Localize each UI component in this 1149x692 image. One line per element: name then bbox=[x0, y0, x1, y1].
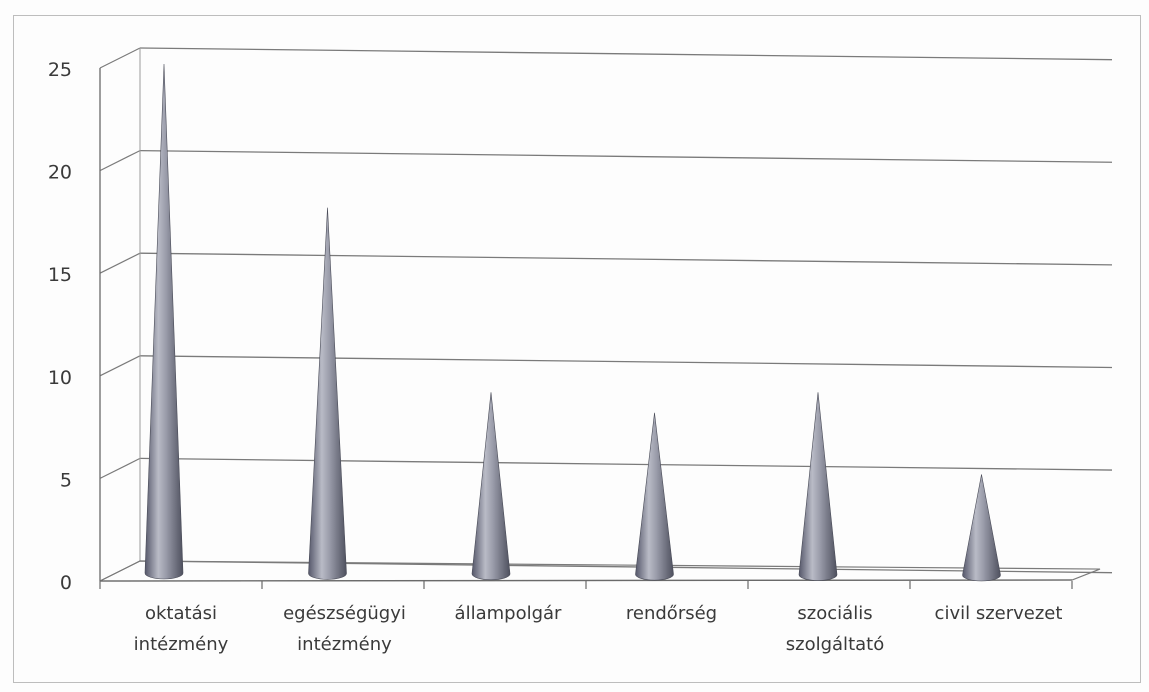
x-category-label: rendőrség bbox=[626, 603, 717, 624]
cone-body bbox=[308, 207, 347, 580]
cone-body bbox=[144, 63, 184, 580]
x-category-label: állampolgár bbox=[455, 603, 562, 624]
y-tick-label: 15 bbox=[48, 264, 72, 286]
cones bbox=[144, 63, 1001, 582]
y-tick-label: 25 bbox=[48, 59, 72, 81]
y-tick-label: 10 bbox=[48, 367, 72, 389]
x-category-label: egészségügyi intézmény bbox=[283, 603, 406, 655]
cone-bar bbox=[144, 63, 184, 580]
y-tick-labels: 0 5 10 15 20 25 bbox=[48, 59, 72, 594]
gridline bbox=[139, 252, 1113, 266]
gridlines bbox=[99, 47, 1113, 582]
x-axis bbox=[99, 579, 1073, 582]
y-tick-label: 5 bbox=[60, 469, 72, 491]
cone-body bbox=[635, 412, 674, 581]
gridline-side bbox=[99, 47, 141, 69]
axes bbox=[99, 48, 1101, 589]
gridline-side bbox=[99, 252, 141, 274]
x-category-label: szociális szolgáltató bbox=[786, 603, 884, 655]
gridline bbox=[139, 355, 1113, 369]
x-category-label: civil szervezet bbox=[935, 603, 1063, 624]
x-category-label: oktatási intézmény bbox=[134, 603, 229, 655]
chart-frame bbox=[13, 15, 1141, 683]
cone-bar bbox=[471, 392, 511, 581]
gridline bbox=[139, 149, 1113, 163]
cone-body bbox=[471, 392, 511, 581]
cone-body bbox=[962, 474, 1001, 582]
gridline bbox=[139, 457, 1113, 471]
gridline-side bbox=[99, 150, 141, 172]
cone-bar bbox=[962, 474, 1001, 582]
cone-bar bbox=[798, 392, 838, 581]
cone-bar bbox=[308, 207, 347, 580]
gridline-side bbox=[99, 355, 141, 377]
gridline-side bbox=[99, 457, 141, 479]
cone-bar bbox=[635, 412, 674, 581]
x-category-labels: oktatási intézmény egészségügyi intézmény ál… bbox=[134, 603, 1063, 655]
gridline bbox=[139, 47, 1113, 61]
y-tick-label: 0 bbox=[60, 572, 72, 594]
cone-body bbox=[798, 392, 838, 581]
y-tick-label: 20 bbox=[48, 162, 72, 184]
